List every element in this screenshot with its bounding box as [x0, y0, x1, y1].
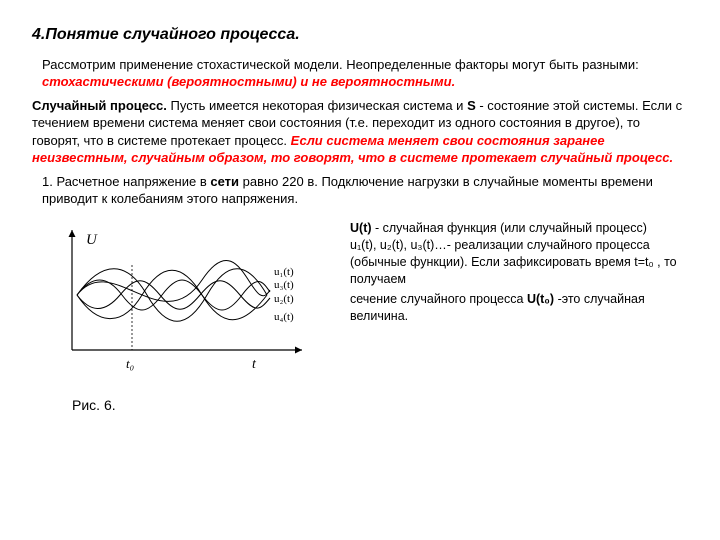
def-section: сечение случайного процесса U(t₀) -это с… [350, 291, 688, 325]
intro-paragraph: Рассмотрим применение стохастической мод… [42, 56, 688, 91]
example-1: 1. Расчетное напряжение в сети равно 220… [42, 173, 688, 208]
def-sec-U: U(t₀) [527, 292, 554, 306]
intro-highlight: стохастическими (вероятностными) и не ве… [42, 74, 455, 89]
def-sec-a: сечение случайного процесса [350, 292, 527, 306]
svg-text:u₄(t): u₄(t) [274, 311, 294, 323]
svg-text:U: U [86, 232, 98, 248]
svg-text:u₁(t): u₁(t) [274, 266, 294, 278]
section-title: 4.Понятие случайного процесса. [32, 24, 688, 46]
def-U-symbol: U(t) [350, 221, 372, 235]
def-U-line: U(t) - случайная функция (или случайный … [350, 220, 688, 237]
rp-S: S [467, 98, 476, 113]
intro-text: Рассмотрим применение стохастической мод… [42, 57, 639, 72]
ex1-a: 1. Расчетное напряжение в [42, 174, 210, 189]
svg-text:t: t [252, 357, 257, 372]
def-U-text: - случайная функция (или случайный проце… [372, 221, 647, 235]
random-process-chart: Ut t₀ u₁(t)u₃(t) u₂(t) u₄(t) [32, 220, 332, 390]
rp-heading: Случайный процесс. [32, 98, 167, 113]
svg-text:t₀: t₀ [126, 356, 134, 371]
rp-text-1: Пусть имеется некоторая физическая систе… [167, 98, 467, 113]
svg-text:u₃(t): u₃(t) [274, 279, 294, 291]
figure-column: Ut t₀ u₁(t)u₃(t) u₂(t) u₄(t) Рис. 6. [32, 220, 332, 415]
ex1-b: сети [210, 174, 239, 189]
random-process-paragraph: Случайный процесс. Пусть имеется некотор… [32, 97, 688, 167]
definition-column: U(t) - случайная функция (или случайный … [350, 220, 688, 415]
def-realizations: u₁(t), u₂(t), u₃(t)…- реализации случайн… [350, 237, 688, 288]
figure-and-definition-row: Ut t₀ u₁(t)u₃(t) u₂(t) u₄(t) Рис. 6. U(t) - … [32, 220, 688, 415]
figure-caption: Рис. 6. [72, 396, 332, 415]
svg-text:u₂(t): u₂(t) [274, 293, 294, 305]
